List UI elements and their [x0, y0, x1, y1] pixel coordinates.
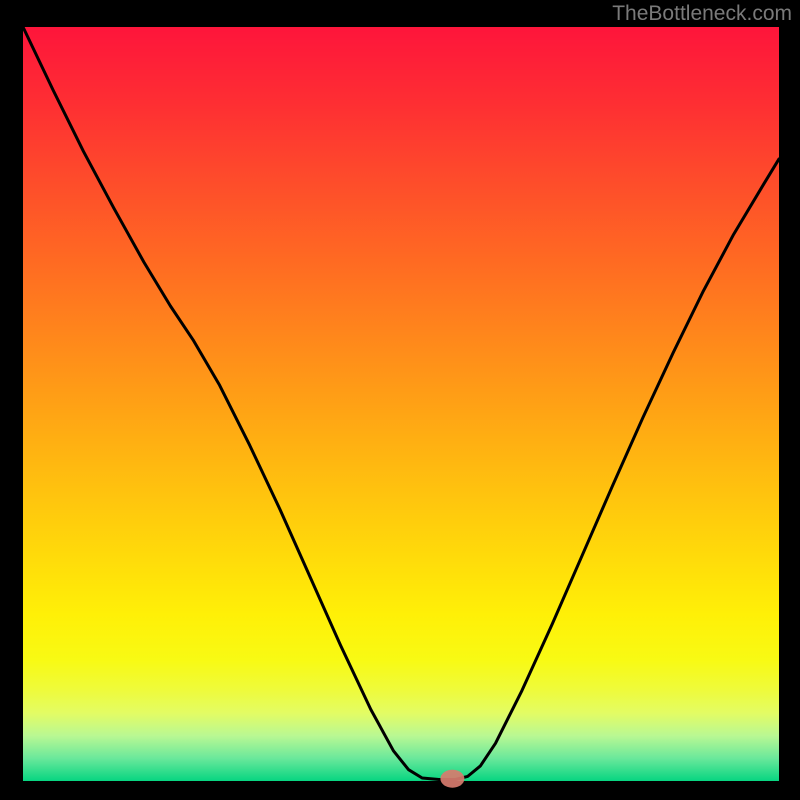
bottleneck-chart: [0, 0, 800, 800]
chart-container: TheBottleneck.com: [0, 0, 800, 800]
plot-background: [23, 27, 779, 781]
optimal-point-marker: [440, 770, 464, 788]
watermark-text: TheBottleneck.com: [612, 2, 792, 26]
